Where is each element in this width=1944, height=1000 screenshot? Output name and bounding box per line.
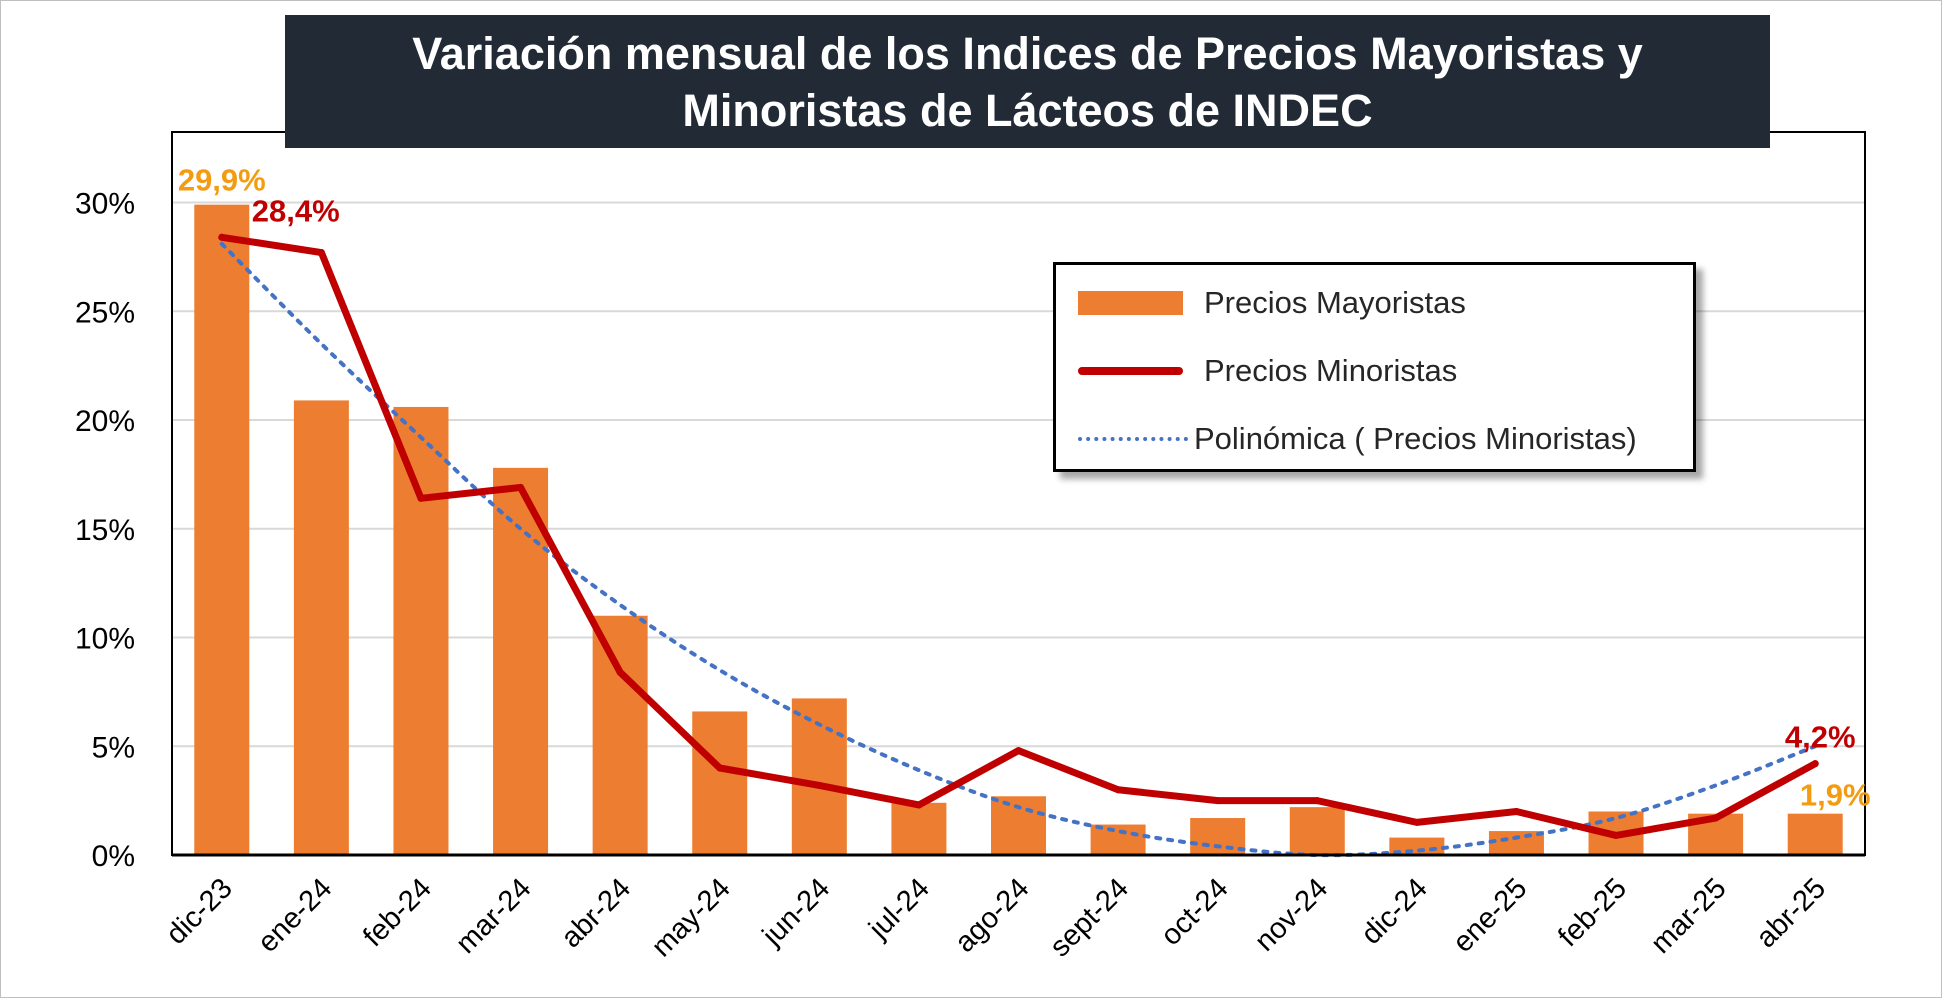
- x-tick-label: jun-24: [756, 872, 836, 952]
- line-series: [218, 233, 1819, 839]
- x-tick-label: jul-24: [862, 872, 935, 945]
- line-point-oct-24: [1214, 797, 1222, 805]
- legend-label-polinomica: Polinómica ( Precios Minoristas): [1194, 421, 1637, 456]
- bar-sept-24: [1090, 824, 1146, 855]
- legend-swatch-line: [1078, 367, 1183, 375]
- bar-abr-24: [592, 615, 648, 855]
- y-tick-label: 0%: [92, 840, 135, 873]
- trendline-series: [219, 241, 1818, 858]
- line-point-jul-24: [915, 801, 923, 809]
- trendline-polinomica: [219, 241, 1818, 858]
- data-label: 4,2%: [1785, 720, 1856, 755]
- x-tick-label: dic-23: [160, 872, 238, 950]
- chart-title: Variación mensual de los Indices de Prec…: [285, 15, 1770, 148]
- y-tick-label: 30%: [75, 188, 135, 221]
- y-tick-label: 10%: [75, 623, 135, 656]
- x-tick-label: feb-25: [1552, 872, 1633, 953]
- legend-item-polinomica: Polinómica ( Precios Minoristas): [1056, 409, 1693, 469]
- legend-label-mayoristas: Precios Mayoristas: [1204, 285, 1466, 320]
- data-label: 28,4%: [252, 193, 340, 228]
- y-tick-label: 20%: [75, 405, 135, 438]
- bar-ene-25: [1488, 831, 1544, 855]
- x-tick-label: dic-24: [1355, 872, 1433, 950]
- legend-swatch-dotted: [1078, 437, 1188, 441]
- bar-series: [194, 204, 1843, 856]
- y-tick-labels: 0% 5% 10% 15% 20% 25% 30%: [75, 188, 135, 874]
- legend-swatch-bar: [1078, 291, 1183, 315]
- legend-item-minoristas: Precios Minoristas: [1056, 341, 1693, 401]
- x-tick-label: abr-25: [1750, 872, 1832, 954]
- line-point-nov-24: [1313, 797, 1321, 805]
- line-point-jun-24: [815, 781, 823, 789]
- bar-jul-24: [891, 802, 947, 855]
- bar-oct-24: [1190, 818, 1246, 855]
- line-point-mar-24: [517, 483, 525, 491]
- line-point-mar-25: [1712, 814, 1720, 822]
- data-labels: 29,9%28,4% 4,2% 1,9%: [178, 163, 1871, 813]
- grid-lines: [172, 201, 1865, 748]
- line-point-may-24: [716, 764, 724, 772]
- x-tick-label: sept-24: [1044, 872, 1135, 963]
- x-tick-label: feb-24: [357, 872, 438, 953]
- x-tick-label: abr-24: [555, 872, 637, 954]
- bar-nov-24: [1289, 807, 1345, 855]
- line-point-feb-24: [417, 494, 425, 502]
- x-tick-label: mar-25: [1645, 872, 1733, 960]
- data-label: 29,9%: [178, 163, 266, 198]
- x-tick-label: ago-24: [949, 872, 1035, 958]
- bar-dic-23: [194, 204, 250, 856]
- data-label: 1,9%: [1800, 778, 1871, 813]
- line-point-abr-25: [1811, 760, 1819, 768]
- line-point-dic-24: [1413, 818, 1421, 826]
- line-point-dic-23: [218, 233, 226, 241]
- line-point-sept-24: [1114, 786, 1122, 794]
- x-tick-label: mar-24: [450, 872, 538, 960]
- y-tick-label: 5%: [92, 731, 135, 764]
- bar-abr-25: [1787, 813, 1843, 855]
- line-point-ago-24: [1015, 747, 1022, 755]
- x-tick-labels: dic-23 ene-24 feb-24 mar-24 abr-24 may-24 jun-…: [160, 872, 1832, 963]
- bar-may-24: [692, 711, 748, 855]
- bar-ene-24: [293, 400, 349, 855]
- line-point-ene-25: [1512, 808, 1520, 815]
- x-tick-label: ene-24: [252, 872, 338, 958]
- y-tick-label: 25%: [75, 296, 135, 329]
- bar-feb-24: [393, 406, 449, 855]
- bar-jun-24: [791, 698, 847, 855]
- x-tick-label: nov-24: [1249, 872, 1334, 957]
- legend-item-mayoristas: Precios Mayoristas: [1056, 273, 1693, 333]
- x-tick-label: may-24: [646, 872, 737, 963]
- line-point-abr-24: [616, 668, 624, 676]
- x-tick-label: ene-25: [1447, 872, 1533, 958]
- x-tick-label: oct-24: [1155, 872, 1235, 952]
- bar-mar-24: [493, 467, 549, 855]
- y-tick-label: 15%: [75, 514, 135, 547]
- line-point-ene-24: [317, 249, 325, 257]
- legend: Precios Mayoristas Precios Minoristas Po…: [1053, 262, 1696, 472]
- legend-label-minoristas: Precios Minoristas: [1204, 353, 1458, 388]
- line-point-feb-25: [1612, 831, 1620, 839]
